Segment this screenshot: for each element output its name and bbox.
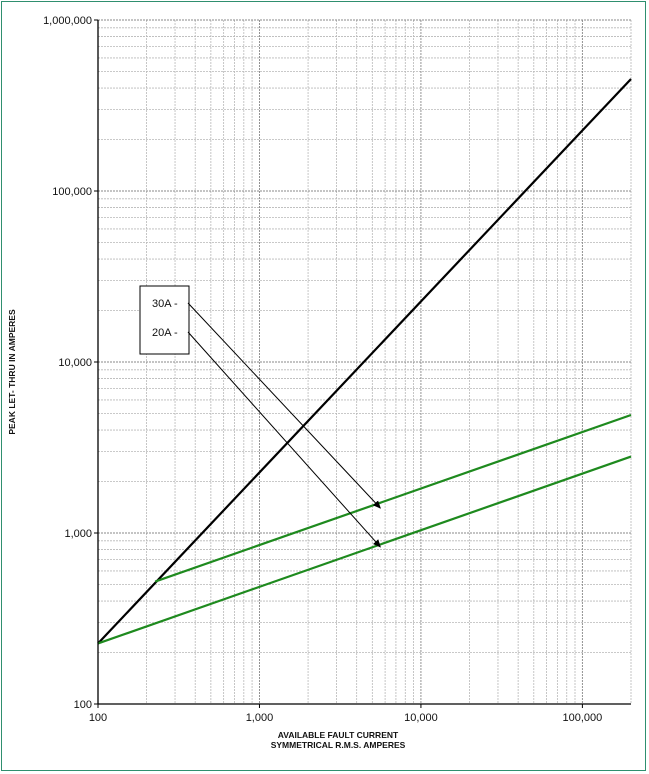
y-tick-label: 1,000 xyxy=(64,528,92,540)
axes xyxy=(94,19,631,708)
x-axis-label-line-2: SYMMETRICAL R.M.S. AMPERES xyxy=(271,740,406,750)
series-line-3 xyxy=(97,455,632,645)
annotations: 30A - 20A - xyxy=(139,285,381,548)
x-tick-labels: 100 1,000 10,000 100,000 xyxy=(89,712,602,724)
annotation-label-1: 30A - xyxy=(152,298,178,310)
y-tick-label: 100 xyxy=(74,699,92,711)
x-tick-label: 10,000 xyxy=(404,712,438,724)
annotation-arrow-1 xyxy=(187,302,381,509)
series-lines xyxy=(97,78,632,645)
x-tick-label: 100 xyxy=(89,712,107,724)
y-tick-label: 10,000 xyxy=(58,357,92,369)
annotation-label-box xyxy=(139,285,190,355)
annotation-arrow-2 xyxy=(187,331,381,548)
y-axis-label: PEAK LET- THRU IN AMPERES xyxy=(7,309,17,435)
y-tick-label: 100,000 xyxy=(52,186,92,198)
x-tick-label: 100,000 xyxy=(563,712,603,724)
x-tick-label: 1,000 xyxy=(246,712,274,724)
series-line-1 xyxy=(97,78,632,645)
annotation-label-2: 20A - xyxy=(152,327,178,339)
series-line-2 xyxy=(154,413,632,583)
x-axis-label-line-1: AVAILABLE FAULT CURRENT xyxy=(278,730,399,740)
y-tick-labels: 100 1,000 10,000 100,000 1,000,000 xyxy=(43,15,92,711)
y-tick-label: 1,000,000 xyxy=(43,15,92,27)
